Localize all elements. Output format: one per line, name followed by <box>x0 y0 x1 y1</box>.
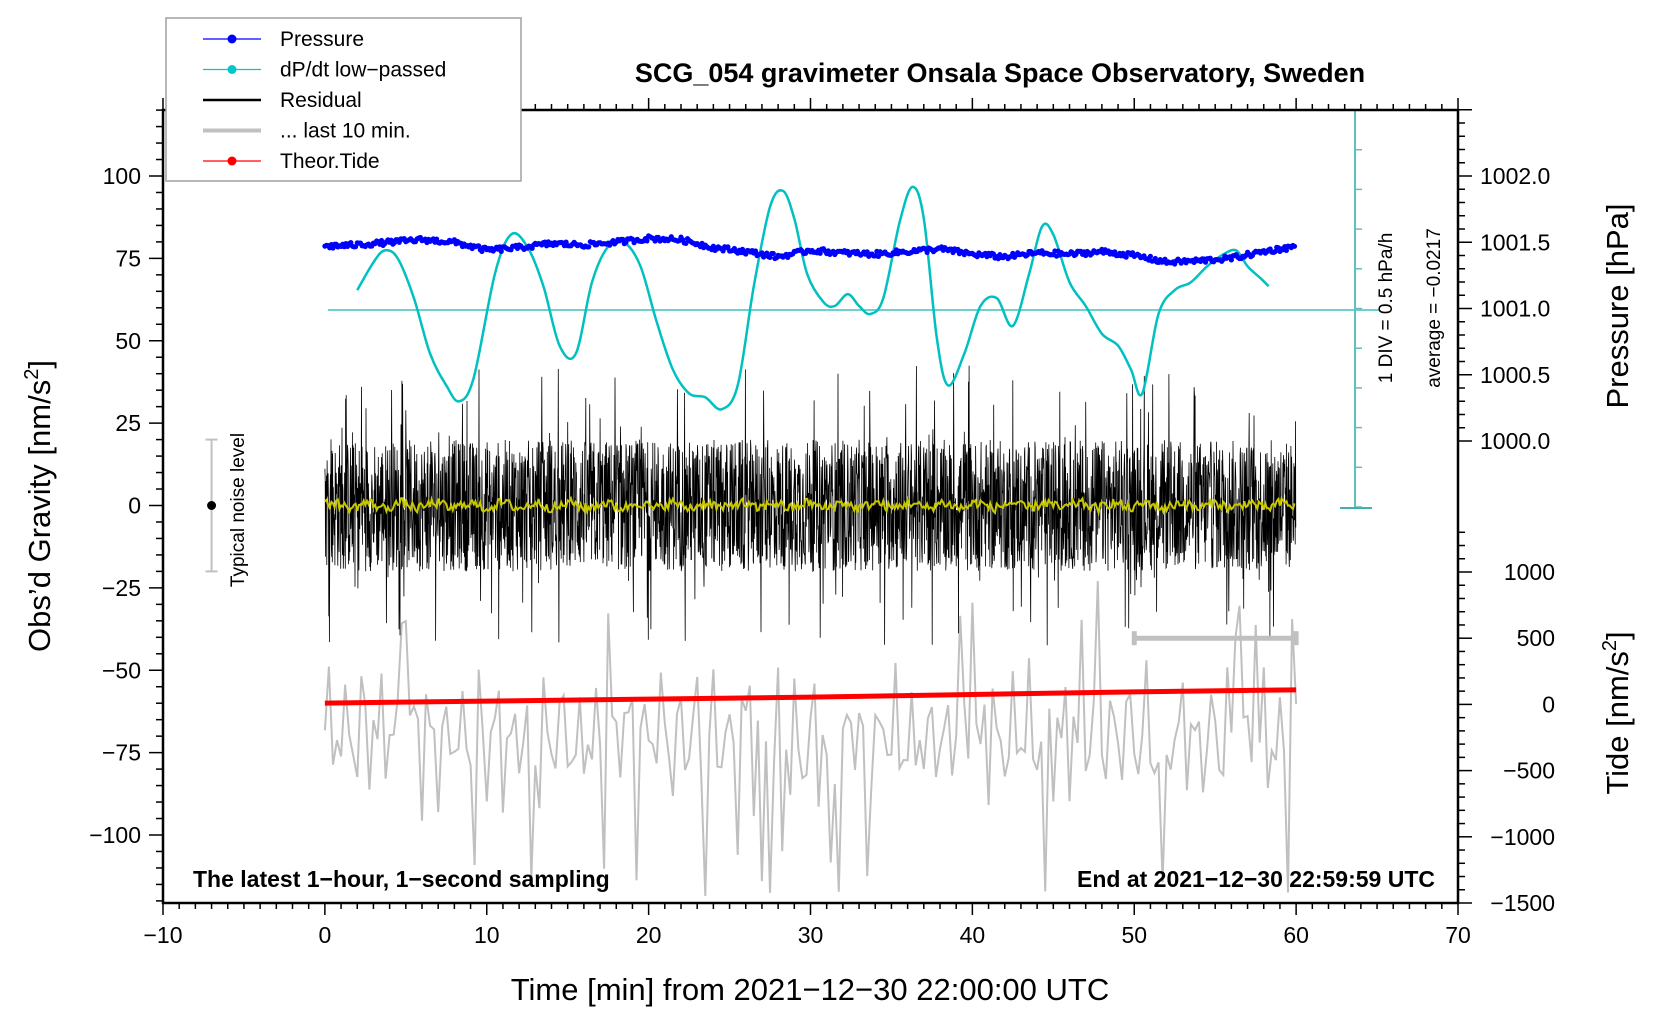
y-axis-left-title: Obs’d Gravity [nm/s2] <box>21 360 57 652</box>
y-tide-tick-label: 0 <box>1542 691 1555 717</box>
pressure-point <box>1228 257 1234 263</box>
legend-marker <box>227 156 237 166</box>
pressure-point <box>620 236 626 242</box>
x-tick-label: 0 <box>318 922 331 948</box>
x-tick-label: 50 <box>1121 922 1147 948</box>
pressure-point <box>1147 253 1153 259</box>
pressure-point <box>1272 249 1278 255</box>
legend-item: dP/dt low−passed <box>203 59 446 82</box>
y-axis-pressure-title: Pressure [hPa] <box>1600 203 1635 408</box>
y-left-tick-label: 75 <box>115 245 141 271</box>
y-left-tick-label: −75 <box>102 740 141 766</box>
pressure-point <box>378 237 385 244</box>
y-pressure-tick-label: 1001.0 <box>1480 296 1550 322</box>
legend-label: Residual <box>280 89 362 112</box>
pressure-point <box>586 244 592 250</box>
chart-title: SCG_054 gravimeter Onsala Space Observat… <box>635 58 1365 88</box>
legend-label: dP/dt low−passed <box>280 59 446 82</box>
axes-layer: −10 0 10 20 30 40 50 60 701007550250−25−50−75−10… <box>89 98 1555 948</box>
legend-item: Theor.Tide <box>203 150 380 173</box>
legend-marker <box>227 34 237 44</box>
pressure-point <box>720 248 726 254</box>
legend-item: Pressure <box>203 28 364 51</box>
pressure-point <box>770 250 776 257</box>
pressure-point <box>924 249 930 255</box>
y-pressure-tick-label: 1002.0 <box>1480 163 1550 189</box>
noise-level-label: Typical noise level <box>228 433 249 587</box>
pressure-point <box>476 243 482 249</box>
pressure-series <box>322 233 1298 267</box>
legend-item: ... last 10 min. <box>203 120 411 143</box>
theor-tide-series <box>324 687 1297 706</box>
y-pressure-tick-label: 1000.0 <box>1480 428 1550 454</box>
legend: Pressure dP/dt low−passed Residual ... last… <box>165 17 522 182</box>
y-pressure-tick-label: 1001.5 <box>1480 229 1550 255</box>
y-tide-tick-label: −1500 <box>1490 890 1555 916</box>
x-tick-label: 20 <box>636 922 662 948</box>
legend-label: Theor.Tide <box>280 150 380 173</box>
y-left-tick-label: 0 <box>128 493 141 519</box>
dpdt-average-label: average = −0.0217 <box>1424 228 1445 388</box>
y-left-tick-label: 100 <box>103 163 141 189</box>
y-tide-tick-label: −1000 <box>1490 824 1555 850</box>
annotation-bottom-left: The latest 1−hour, 1−second sampling <box>193 866 610 892</box>
pressure-point <box>767 254 773 260</box>
x-tick-label: 10 <box>474 922 500 948</box>
x-tick-label: 40 <box>960 922 986 948</box>
y-left-tick-label: −100 <box>89 822 141 848</box>
pressure-point <box>498 248 504 254</box>
pressure-point <box>353 244 359 250</box>
x-axis-title: Time [min] from 2021−12−30 22:00:00 UTC <box>511 972 1110 1007</box>
pressure-point <box>479 248 485 254</box>
x-tick-label: 30 <box>798 922 824 948</box>
y-pressure-tick-label: 1000.5 <box>1480 362 1550 388</box>
noise-bar-center <box>207 501 217 510</box>
y-left-tick-label: −25 <box>102 575 141 601</box>
pressure-point <box>1283 247 1289 253</box>
y-left-tick-label: −50 <box>102 657 141 683</box>
y-tide-tick-label: 1000 <box>1504 559 1555 585</box>
x-tick-label: −10 <box>143 922 182 948</box>
y-axis-tide-title: Tide [nm/s2] <box>1599 631 1635 794</box>
legend-marker <box>227 65 237 74</box>
pressure-point <box>644 238 650 244</box>
annotation-bottom-right: End at 2021−12−30 22:59:59 UTC <box>1077 866 1435 892</box>
y-tide-tick-label: −500 <box>1503 758 1555 784</box>
dpdt-scale-label: 1 DIV = 0.5 hPa/h <box>1376 233 1397 384</box>
pressure-point <box>1123 254 1129 260</box>
pressure-point <box>725 244 731 250</box>
x-tick-label: 70 <box>1445 922 1471 948</box>
residual-smoothed-series <box>324 495 1296 517</box>
plot-layer <box>205 109 1380 897</box>
pressure-point <box>817 250 823 256</box>
residual-series <box>324 365 1297 646</box>
pressure-point <box>1291 243 1298 249</box>
legend-label: Pressure <box>280 28 364 51</box>
legend-label: ... last 10 min. <box>280 120 411 143</box>
y-left-tick-label: 25 <box>115 410 141 436</box>
pressure-point <box>752 248 759 254</box>
dpdt-series <box>356 185 1270 411</box>
last-10-min-series <box>323 580 1298 897</box>
y-tide-tick-label: 500 <box>1517 625 1555 651</box>
legend-item: Residual <box>203 89 362 112</box>
x-tick-label: 60 <box>1283 922 1309 948</box>
y-left-tick-label: 50 <box>115 328 141 354</box>
